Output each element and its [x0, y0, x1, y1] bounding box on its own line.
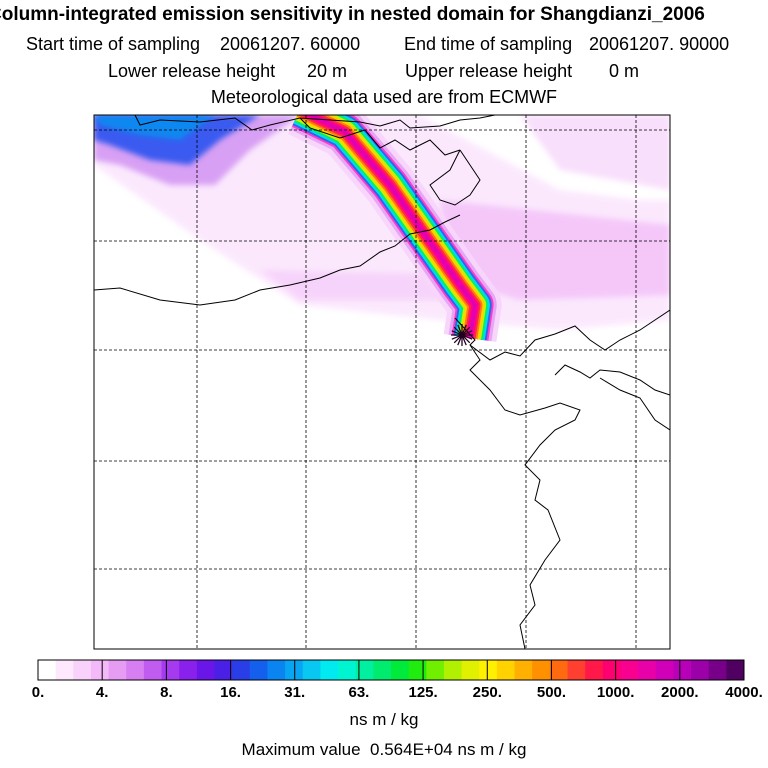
colorbar-tick-label: 250. [472, 684, 502, 701]
colorbar-tick-label: 1000. [596, 684, 635, 701]
maximum-label: Maximum value [241, 740, 361, 759]
colorbar-swatch-40 [726, 660, 745, 680]
colorbar-tick-label: 31. [284, 684, 306, 701]
colorbar-swatch-5 [108, 660, 127, 680]
colorbar-swatch-13 [249, 660, 268, 680]
maximum-number: 0.564E+04 [370, 740, 453, 759]
colorbar-swatch-10 [196, 660, 215, 680]
colorbar-swatch-9 [179, 660, 198, 680]
colorbar-tick-label: 2000. [661, 684, 699, 701]
coastline-north [134, 115, 498, 131]
start-time-value: 20061207. 60000 [220, 34, 361, 54]
peninsula [599, 377, 670, 431]
lower-release-value: 20 m [307, 61, 348, 81]
haze-topright [520, 115, 670, 190]
border-3 [94, 214, 461, 306]
colorbar-swatch-38 [691, 660, 710, 680]
haze-east [440, 200, 670, 300]
colorbar-swatch-21 [391, 660, 410, 680]
colorbar-swatch-36 [655, 660, 674, 680]
map-frame [93, 114, 671, 650]
colorbar-swatch-35 [638, 660, 657, 680]
colorbar-tick-label: 63. [348, 684, 370, 701]
colorbar-swatch-32 [585, 660, 604, 680]
coastlines [94, 115, 670, 649]
coastline-east-3 [554, 364, 670, 396]
receptor-ray [451, 330, 473, 340]
maximum-units: ns m / kg [457, 740, 527, 759]
chart-title: Column-integrated emission sensitivity i… [0, 4, 705, 25]
colorbar-swatch-31 [567, 660, 586, 680]
colorbar-swatch-20 [373, 660, 392, 680]
colorbar-swatch-4 [90, 660, 110, 680]
start-time-label: Start time of sampling [26, 34, 201, 54]
colorbar-tick-label: 500. [536, 684, 567, 701]
colorbar-tick-label: 8. [160, 684, 173, 701]
colorbar-swatch-26 [479, 660, 498, 680]
colorbar-swatch-18 [338, 660, 357, 680]
colorbar-swatch-17 [320, 660, 339, 680]
colorbar-tick-label: 125. [408, 684, 438, 701]
colorbar-tick-label: 4. [95, 684, 109, 701]
maximum-value: Maximum value 0.564E+04 ns m / kg [0, 740, 768, 760]
colorbar-swatch-15 [285, 660, 304, 680]
colorbar-swatch-37 [673, 660, 692, 680]
colorbar-swatch-30 [549, 660, 568, 680]
end-time-label: End time of sampling [404, 34, 573, 54]
colorbar-swatch-12 [232, 660, 251, 680]
colorbar-swatch-39 [708, 660, 727, 680]
colorbar-swatch-2 [55, 660, 74, 680]
gridlines [94, 115, 670, 649]
border-2 [429, 149, 481, 206]
colorbar-swatch-28 [514, 660, 533, 680]
receptor-marker [451, 324, 473, 346]
colorbar-swatch-8 [161, 660, 180, 680]
plume [288, 115, 502, 342]
upper-release-value: 0 m [609, 61, 640, 81]
colorbar-swatch-19 [355, 660, 374, 680]
colorbar-swatch-1 [38, 660, 57, 680]
colorbar-swatch-24 [443, 660, 463, 680]
colorbar-swatch-29 [532, 660, 551, 680]
colorbar-swatch-3 [73, 660, 92, 680]
colorbar-swatch-14 [267, 660, 286, 680]
colorbar-swatch-7 [143, 660, 163, 680]
colorbar-tick-label: 16. [220, 684, 241, 701]
coastline-east [454, 317, 581, 649]
meteo-label: Meteorological data used are from ECMWF [210, 87, 558, 107]
colorbar-swatch-6 [126, 660, 145, 680]
plume-band-12 [305, 115, 477, 339]
colorbar-tick-label: 4000. [725, 684, 763, 701]
colorbar-swatch-34 [620, 660, 639, 680]
colorbar-swatch-27 [496, 660, 516, 680]
colorbar-units: ns m / kg [349, 710, 419, 729]
end-time-value: 20061207. 90000 [589, 34, 730, 54]
colorbar-swatch-11 [214, 660, 233, 680]
colorbar-swatch-33 [602, 660, 621, 680]
coastline-east-2 [469, 309, 670, 361]
lower-release-label: Lower release height [108, 61, 276, 81]
colorbar-tick-label: 0. [31, 684, 45, 701]
colorbar-swatch-16 [302, 660, 321, 680]
colorbar-swatch-25 [461, 660, 480, 680]
border-1 [299, 117, 461, 156]
colorbar-swatch-23 [426, 660, 445, 680]
upper-release-label: Upper release height [405, 61, 573, 81]
colorbar [37, 659, 745, 681]
colorbar-swatch-22 [408, 660, 427, 680]
